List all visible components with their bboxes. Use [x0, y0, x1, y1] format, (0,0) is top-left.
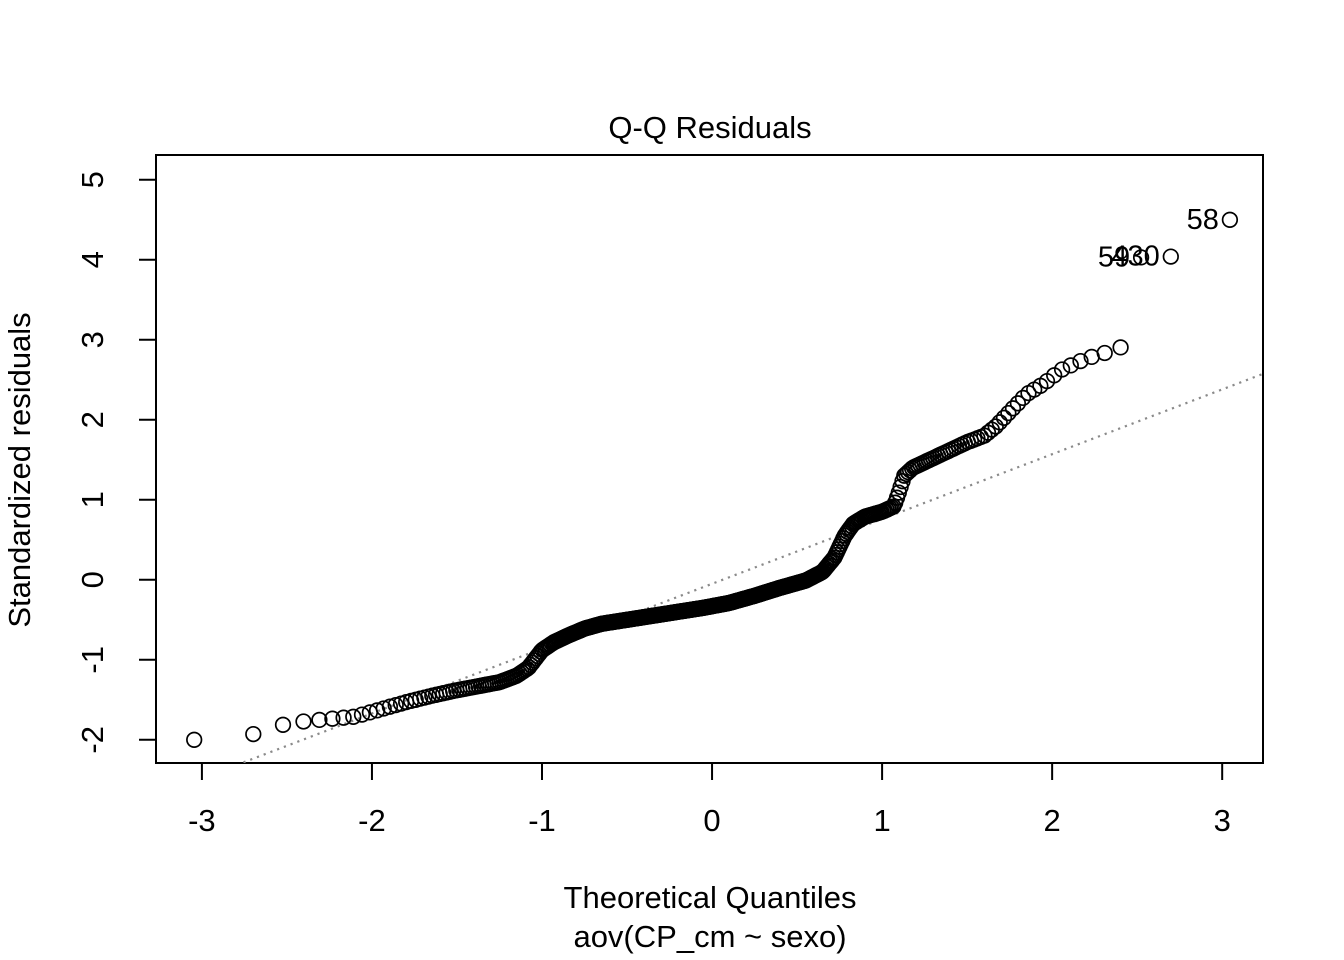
data-point	[1096, 344, 1113, 362]
data-point	[345, 708, 362, 725]
x-axis-sublabel: aov(CP_cm ~ sexo)	[573, 919, 846, 954]
data-point	[274, 716, 292, 733]
outlier-label: 430	[1111, 241, 1159, 273]
data-point	[1053, 361, 1071, 378]
data-point	[1004, 400, 1022, 417]
data-point	[1000, 404, 1017, 422]
x-tick-label: 1	[873, 803, 890, 838]
data-point	[1132, 249, 1150, 266]
y-tick-label: 1	[75, 491, 110, 508]
data-point	[353, 706, 371, 723]
data-point	[1072, 352, 1089, 370]
qq-reference-line	[238, 372, 1263, 763]
x-tick-label: -3	[188, 803, 216, 838]
data-point	[311, 711, 328, 729]
y-axis-ticks: -2 -1 0 1 2 3 4 5	[75, 171, 156, 754]
y-tick-label: -1	[75, 646, 110, 674]
x-tick-label: 0	[703, 803, 720, 838]
y-axis-label: Standardized residuals	[2, 312, 37, 627]
data-point	[1009, 395, 1027, 412]
x-tick-label: 3	[1214, 803, 1231, 838]
data-point	[335, 709, 352, 726]
y-tick-label: 4	[75, 251, 110, 268]
data-point	[245, 725, 262, 743]
x-tick-label: -1	[528, 803, 556, 838]
outlier-label: 59	[1098, 241, 1130, 273]
data-points-group	[186, 211, 1239, 748]
chart-title: Q-Q Residuals	[608, 110, 811, 145]
x-tick-label: -2	[358, 803, 386, 838]
outlier-label: 58	[1187, 204, 1219, 236]
x-axis-ticks: -3 -2 -1 0 1 2 3	[188, 763, 1231, 838]
data-point	[1062, 357, 1079, 374]
data-point	[324, 710, 341, 727]
y-tick-label: 0	[75, 571, 110, 588]
y-tick-label: 2	[75, 411, 110, 428]
data-point	[1112, 339, 1129, 356]
data-point	[375, 700, 392, 717]
data-point	[1221, 211, 1239, 228]
data-point	[1162, 248, 1179, 265]
plot-border	[155, 154, 1264, 764]
data-point	[295, 713, 312, 730]
x-tick-label: 2	[1044, 803, 1061, 838]
y-tick-label: 3	[75, 331, 110, 348]
y-tick-label: 5	[75, 171, 110, 188]
y-tick-label: -2	[75, 726, 110, 754]
data-point	[1014, 389, 1032, 407]
data-point	[186, 731, 203, 748]
data-point	[991, 414, 1008, 431]
data-point	[987, 418, 1004, 435]
x-axis-label: Theoretical Quantiles	[564, 880, 857, 915]
data-point	[995, 409, 1013, 426]
